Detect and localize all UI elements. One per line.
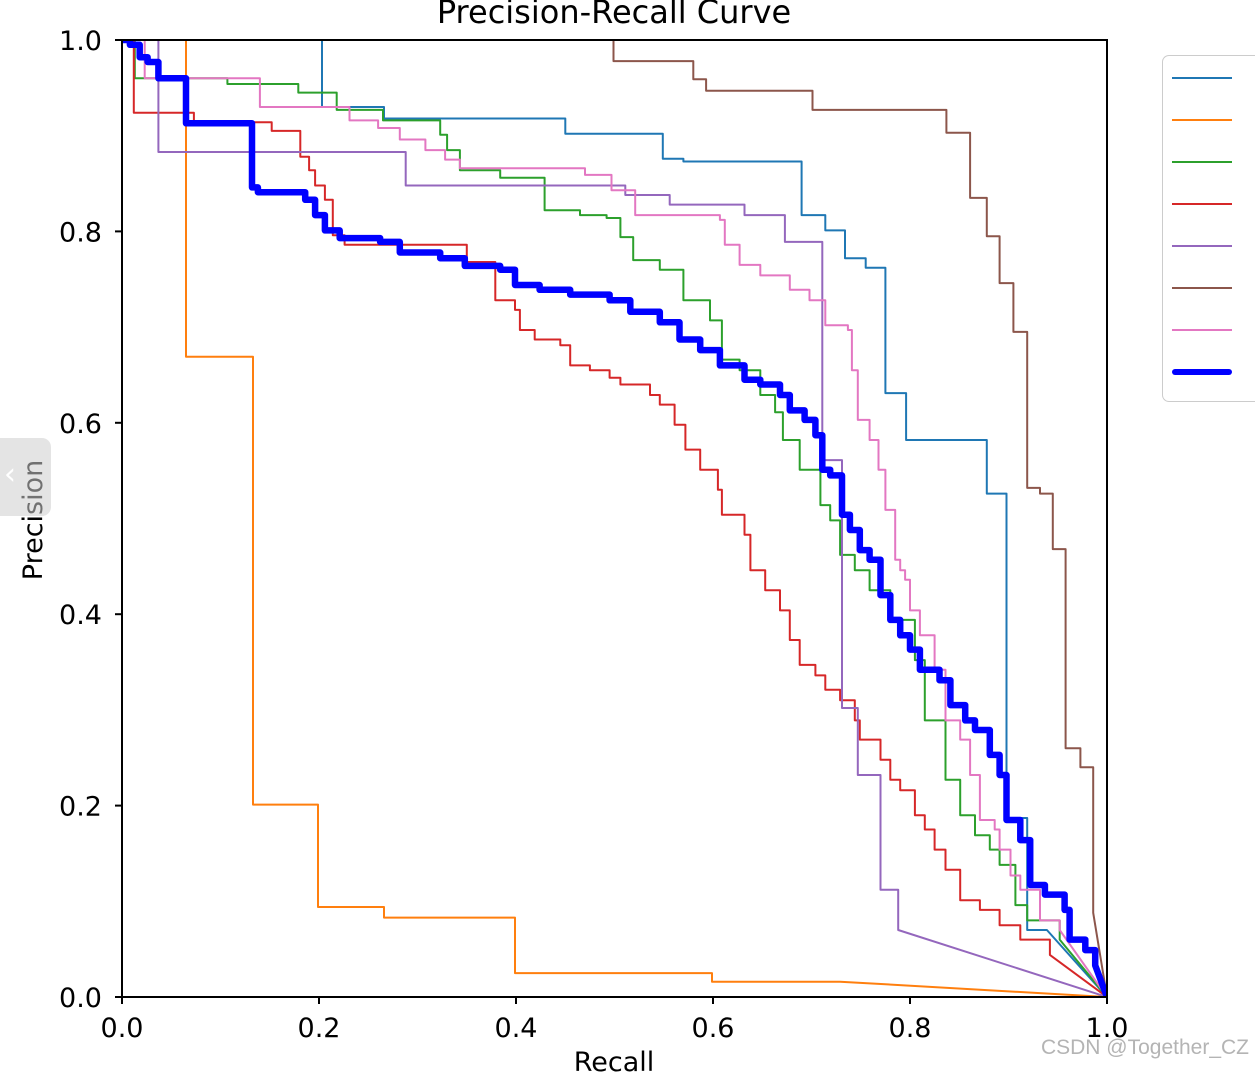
series-line-5 [122, 40, 1107, 997]
series-line-6 [122, 40, 1107, 997]
y-tick-label: 0.2 [59, 792, 102, 823]
x-tick-label: 0.4 [495, 1013, 538, 1044]
legend-line-sample [1172, 161, 1232, 163]
series-layer [122, 40, 1107, 997]
legend-item [1163, 141, 1255, 183]
legend-line-sample [1172, 369, 1232, 375]
legend-item [1163, 267, 1255, 309]
x-tick-label: 0.6 [692, 1013, 735, 1044]
legend-line-sample [1172, 203, 1232, 205]
chevron-left-icon: ‹ [4, 457, 16, 492]
y-axis: 0.0 0.2 0.4 0.6 0.8 1.0 [59, 26, 122, 1014]
y-tick-label: 0.0 [59, 983, 102, 1014]
x-tick-label: 0.2 [298, 1013, 341, 1044]
legend-line-sample [1172, 119, 1232, 121]
legend-line-sample [1172, 245, 1232, 247]
plot-frame [121, 39, 1108, 998]
series-line-4 [122, 40, 1107, 997]
legend-item [1163, 99, 1255, 141]
x-axis-label: Recall [574, 1047, 655, 1072]
chart-title: Precision-Recall Curve [437, 0, 791, 31]
y-tick-label: 0.8 [59, 217, 102, 248]
x-tick-label: 0.8 [889, 1013, 932, 1044]
legend-item [1163, 309, 1255, 351]
side-collapse-tab[interactable]: ‹ [0, 438, 51, 516]
legend-line-sample [1172, 77, 1232, 79]
series-line-7 [122, 40, 1107, 997]
x-tick-label: 1.0 [1086, 1013, 1129, 1044]
y-tick-label: 1.0 [59, 26, 102, 57]
series-line-2 [122, 40, 1107, 997]
y-tick-label: 0.6 [59, 409, 102, 440]
legend-item [1163, 57, 1255, 99]
legend [1162, 55, 1255, 402]
x-axis: 0.0 0.2 0.4 0.6 0.8 1.0 [101, 997, 1129, 1044]
legend-line-sample [1172, 287, 1232, 289]
series-line-3 [122, 40, 1107, 997]
x-tick-label: 0.0 [101, 1013, 144, 1044]
watermark: CSDN @Together_CZ [1040, 1036, 1249, 1059]
series-line-1 [122, 40, 1107, 997]
legend-item [1163, 351, 1255, 393]
legend-item [1163, 183, 1255, 225]
legend-item [1163, 225, 1255, 267]
series-line-8 [122, 40, 1107, 997]
y-tick-label: 0.4 [59, 600, 102, 631]
legend-line-sample [1172, 329, 1232, 331]
